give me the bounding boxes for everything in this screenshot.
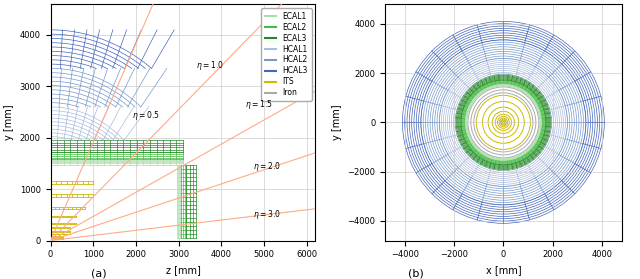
Text: (b): (b)	[408, 268, 424, 278]
Text: $\eta = 2.0$: $\eta = 2.0$	[253, 160, 282, 173]
Text: $\eta = 3.0$: $\eta = 3.0$	[253, 208, 282, 222]
X-axis label: x [mm]: x [mm]	[486, 265, 521, 275]
Text: (a): (a)	[92, 268, 107, 278]
Legend: ECAL1, ECAL2, ECAL3, HCAL1, HCAL2, HCAL3, ITS, Iron: ECAL1, ECAL2, ECAL3, HCAL1, HCAL2, HCAL3…	[261, 8, 312, 101]
X-axis label: z [mm]: z [mm]	[166, 265, 200, 275]
Text: $\eta = 0.5$: $\eta = 0.5$	[132, 109, 159, 122]
Text: $\eta = 1.5$: $\eta = 1.5$	[245, 98, 273, 111]
Text: $\eta = 1.0$: $\eta = 1.0$	[196, 59, 223, 73]
Y-axis label: y [mm]: y [mm]	[332, 105, 342, 140]
Y-axis label: y [mm]: y [mm]	[4, 105, 14, 140]
